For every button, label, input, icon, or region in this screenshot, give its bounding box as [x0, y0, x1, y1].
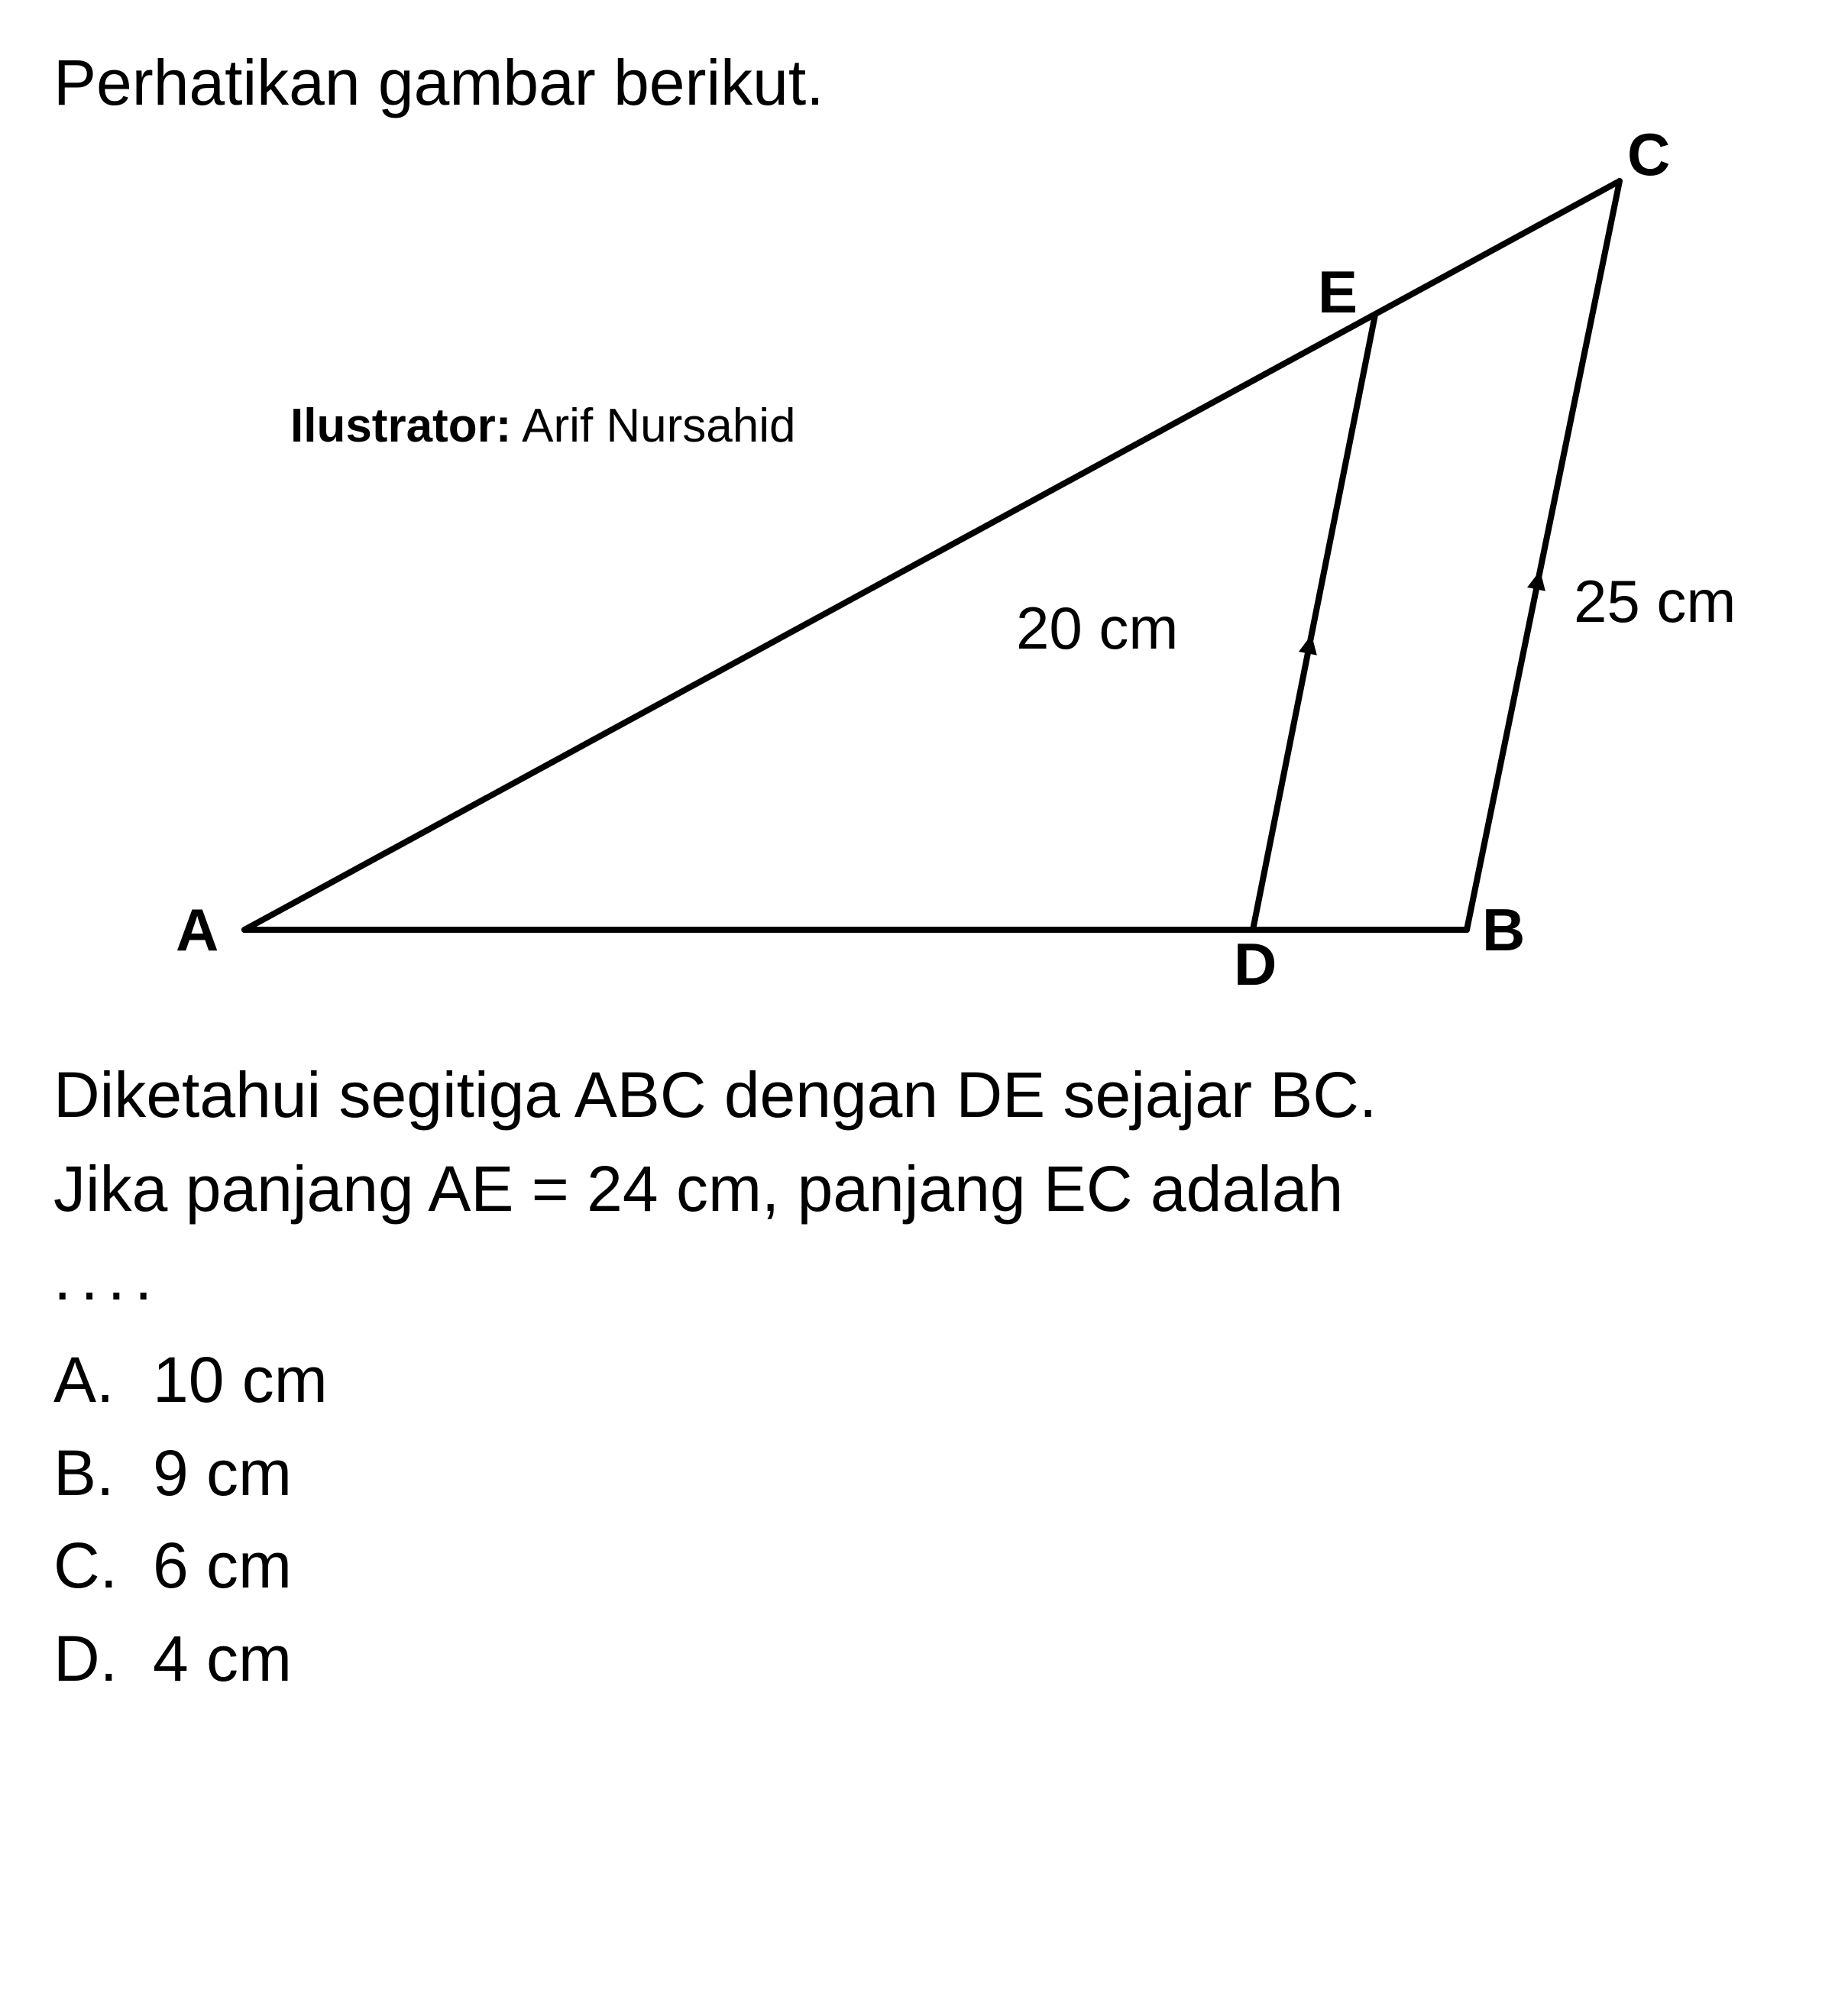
vertex-a-label: A — [176, 895, 218, 965]
illustrator-name: Arif Nursahid — [511, 400, 795, 452]
option-c-letter: C. — [53, 1520, 153, 1613]
option-b: B. 9 cm — [53, 1427, 1795, 1520]
question-intro: Perhatikan gambar berikut. — [53, 46, 1795, 120]
question-body-line1: Diketahui segitiga ABC dengan DE sejajar… — [53, 1052, 1795, 1138]
option-a-letter: A. — [53, 1334, 153, 1427]
option-a-value: 10 cm — [153, 1334, 328, 1427]
measurement-de: 20 cm — [1016, 594, 1178, 663]
option-b-value: 9 cm — [153, 1427, 292, 1520]
answer-options: A. 10 cm B. 9 cm C. 6 cm D. 4 cm — [53, 1334, 1795, 1706]
option-c-value: 6 cm — [153, 1520, 292, 1613]
vertex-e-label: E — [1318, 257, 1358, 327]
triangle-svg — [53, 143, 1795, 1021]
question-dots: .... — [53, 1241, 1795, 1315]
illustrator-label: Ilustrator: — [290, 400, 511, 452]
option-d: D. 4 cm — [53, 1613, 1795, 1706]
vertex-b-label: B — [1482, 895, 1525, 965]
option-d-letter: D. — [53, 1613, 153, 1706]
option-a: A. 10 cm — [53, 1334, 1795, 1427]
option-b-letter: B. — [53, 1427, 153, 1520]
vertex-d-label: D — [1234, 930, 1277, 999]
option-d-value: 4 cm — [153, 1613, 292, 1706]
question-body-line2: Jika panjang AE = 24 cm, panjang EC adal… — [53, 1146, 1795, 1232]
triangle-diagram: Ilustrator: Arif Nursahid A B C D E 20 c… — [53, 143, 1795, 1021]
measurement-bc: 25 cm — [1574, 567, 1736, 636]
option-c: C. 6 cm — [53, 1520, 1795, 1613]
illustrator-credit: Ilustrator: Arif Nursahid — [290, 399, 796, 453]
vertex-c-label: C — [1627, 120, 1670, 189]
